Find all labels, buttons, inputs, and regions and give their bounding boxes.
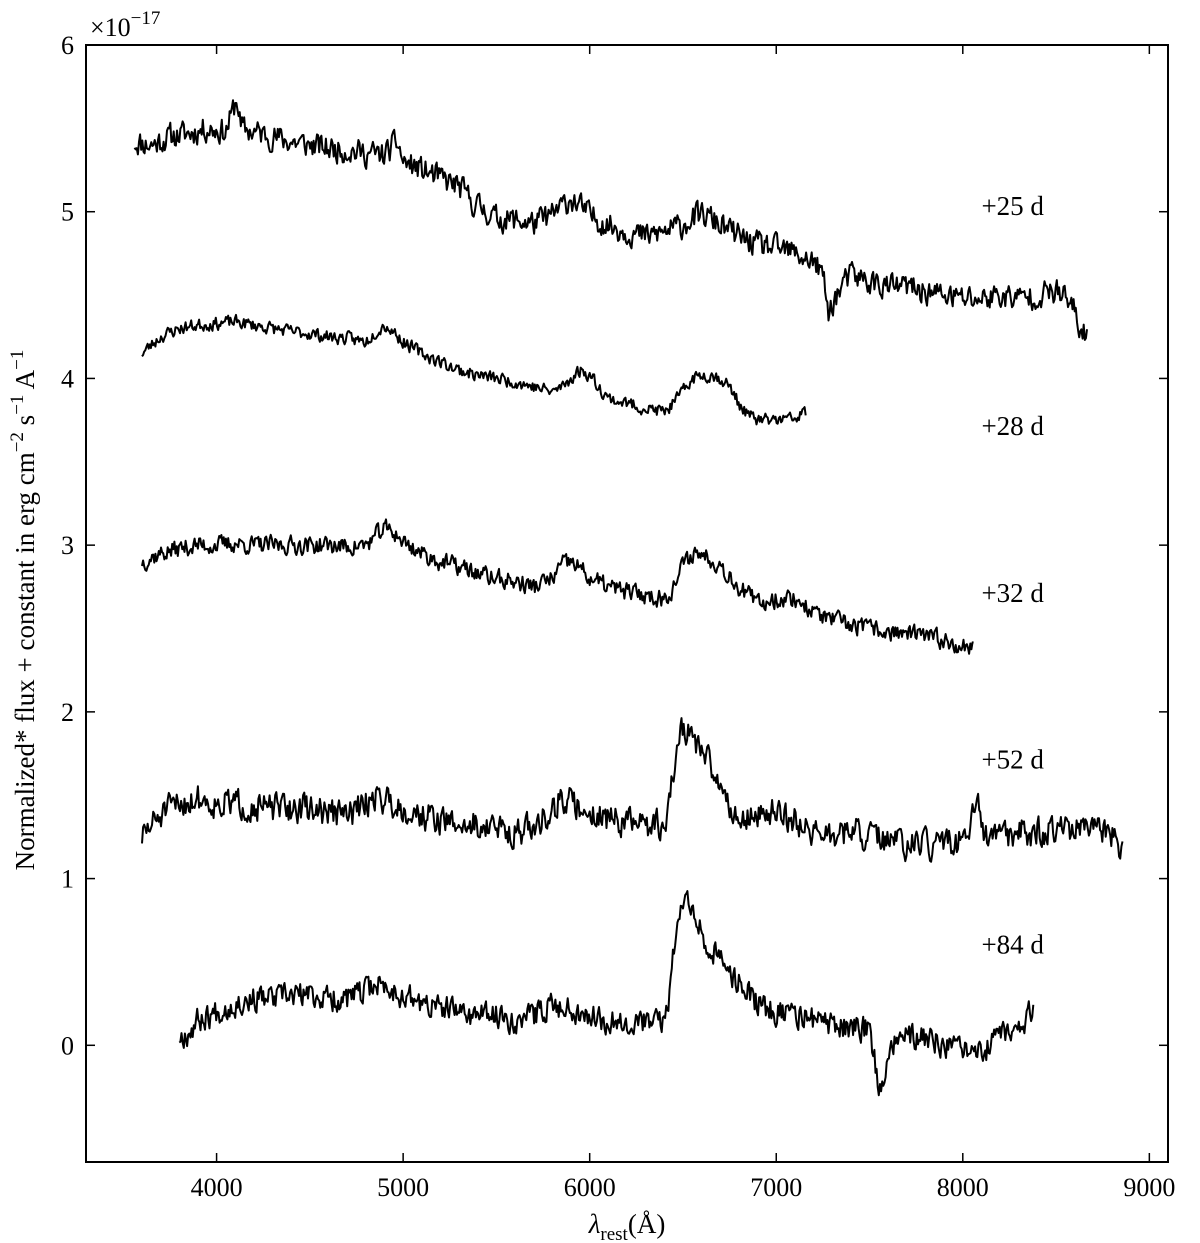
x-axis-subscript: rest — [600, 1224, 628, 1243]
series-label-4: +84 d — [981, 930, 1044, 960]
series-label-1: +28 d — [981, 411, 1044, 441]
x-tick-label-2: 6000 — [564, 1173, 616, 1202]
labels-layer: +25 d +28 d +32 d +52 d +84 d — [981, 191, 1044, 960]
y-axis-label: Normalized* flux + constant in erg cm−2 … — [7, 350, 40, 871]
y-tick-label-6: 6 — [61, 31, 74, 60]
series-line-2 — [141, 518, 974, 655]
y-multiplier-base: ×10 — [90, 13, 131, 42]
y-tick-label-0: 0 — [61, 1031, 74, 1060]
x-axis-unit: (Å) — [628, 1209, 665, 1239]
y-tick-label-5: 5 — [61, 198, 74, 227]
x-tick-label-3: 7000 — [750, 1173, 802, 1202]
series-line-1 — [141, 313, 807, 426]
series-layer — [133, 99, 1124, 1097]
series-line-0 — [133, 99, 1088, 341]
plot-frame — [85, 44, 1169, 1163]
ticks-layer: 4000 5000 6000 7000 8000 9000 0 1 2 3 4 5 6 — [61, 31, 1175, 1202]
y-tick-label-2: 2 — [61, 698, 74, 727]
y-axis-label-exp1: −2 — [7, 432, 28, 452]
y-axis-label-exp2: −1 — [7, 395, 28, 415]
series-line-4 — [178, 890, 1035, 1097]
y-tick-label-3: 3 — [61, 531, 74, 560]
y-tick-label-1: 1 — [61, 865, 74, 894]
y-axis-label-mid: s — [10, 415, 40, 432]
y-axis-label-lead: Normalized* flux + constant in erg cm — [10, 452, 40, 870]
y-axis-label-exp3: −1 — [7, 350, 28, 370]
x-tick-label-0: 4000 — [191, 1173, 243, 1202]
series-label-0: +25 d — [981, 191, 1044, 221]
x-axis-symbol: λ — [588, 1209, 601, 1239]
x-tick-label-5: 9000 — [1123, 1173, 1175, 1202]
series-label-3: +52 d — [981, 745, 1044, 775]
x-axis-label: λrest(Å) — [588, 1209, 666, 1243]
y-multiplier: ×10−17 — [90, 8, 160, 42]
x-tick-label-4: 8000 — [937, 1173, 989, 1202]
y-tick-label-4: 4 — [61, 364, 74, 393]
y-axis-label-tail: A — [10, 369, 40, 394]
series-label-2: +32 d — [981, 578, 1044, 608]
y-multiplier-exp: −17 — [131, 8, 161, 29]
series-line-3 — [141, 717, 1124, 863]
x-tick-label-1: 5000 — [377, 1173, 429, 1202]
